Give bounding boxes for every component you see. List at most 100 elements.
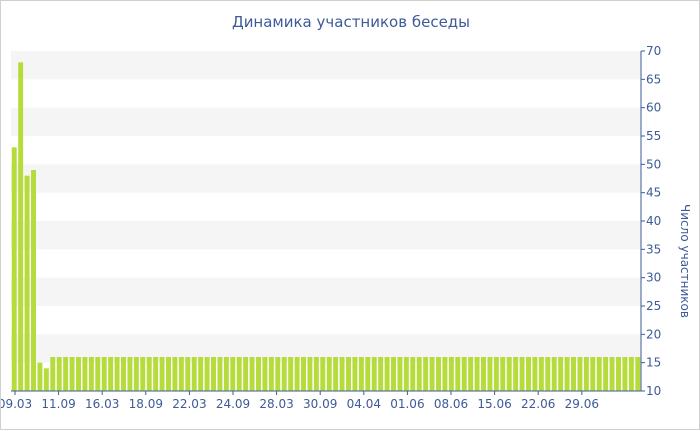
bar [526,357,531,391]
bar [313,357,319,391]
grid-band [11,221,641,250]
chart-title: Динамика участников беседы [231,13,471,31]
bar [481,357,486,391]
bar [538,357,544,391]
bar [69,357,75,391]
bar [571,357,576,391]
x-tick-labels: 09.03 11.09 16.03 18.09 22.03 24.09 28.03 30.09… [1,397,599,411]
bar [365,357,371,391]
bar [532,357,538,391]
x-tick-label: 09.03 [1,397,32,411]
bar [185,357,191,391]
bar [307,357,313,391]
bar [609,357,615,391]
x-tick-label: 29.06 [565,397,599,411]
bar [506,357,512,391]
bar [358,357,364,391]
bar [159,357,165,391]
bar [204,357,210,391]
bar [43,368,49,391]
y-tick-label: 70 [646,44,661,58]
x-tick-label: 18.09 [129,397,163,411]
bar [590,357,596,391]
bar [403,357,409,391]
bar [256,357,261,391]
bar [37,362,43,391]
bar [442,357,448,391]
x-tick-label: 11.09 [41,397,75,411]
bar [88,357,94,391]
bar [178,357,184,391]
bar [95,357,101,391]
bar [243,357,249,391]
bar [487,357,493,391]
y-tick-label: 55 [646,129,661,143]
bar [24,175,30,391]
bar [121,357,126,391]
y-tick-label: 25 [646,299,661,313]
bar [166,357,171,391]
bar [513,357,519,391]
x-tick-label: 24.09 [216,397,250,411]
bar [223,357,229,391]
bar [76,357,81,391]
y-tick-label: 50 [646,157,661,171]
bar [108,357,114,391]
bar [493,357,499,391]
bar [371,357,377,391]
grid-bands [11,51,641,363]
bar [583,357,589,391]
bar [628,357,634,391]
bar [217,357,223,391]
bar [429,357,435,391]
bar [423,357,429,391]
bar [500,357,506,391]
y-tick-label: 35 [646,242,661,256]
bar [558,357,564,391]
x-tick-label: 28.03 [259,397,293,411]
y-axis-label: Число участников [678,204,692,318]
bar [262,357,268,391]
bar [230,357,236,391]
x-tick-label: 15.06 [477,397,511,411]
y-tick-labels: 10 15 20 25 30 35 40 45 50 55 60 65 70 [646,44,661,398]
bar [153,357,159,391]
bar [63,357,69,391]
bar [622,357,628,391]
bar [333,357,339,391]
grid-band [11,51,641,80]
bar [416,357,422,391]
bar [616,357,621,391]
bar [133,357,139,391]
x-tick-label: 22.06 [521,397,555,411]
bar [545,357,551,391]
y-tick-label: 30 [646,271,661,285]
y-tick-label: 15 [646,356,661,370]
y-tick-label: 20 [646,327,661,341]
bar [468,357,474,391]
y-tick-label: 45 [646,186,661,200]
bar [101,357,107,391]
bar [191,357,197,391]
bar [211,357,216,391]
bar [56,357,62,391]
bar [294,357,300,391]
bar [436,357,441,391]
bar [82,357,88,391]
bar [397,357,403,391]
bar [461,357,467,391]
bar [455,357,461,391]
bar [127,357,133,391]
bar [50,357,56,391]
bar [320,357,326,391]
bar [577,357,583,391]
bar [551,357,557,391]
grid-band [11,164,641,193]
bar [31,170,36,391]
y-tick-label: 40 [646,214,661,228]
bar [172,357,178,391]
x-tick-label: 01.06 [390,397,424,411]
bar [249,357,255,391]
bar [268,357,274,391]
